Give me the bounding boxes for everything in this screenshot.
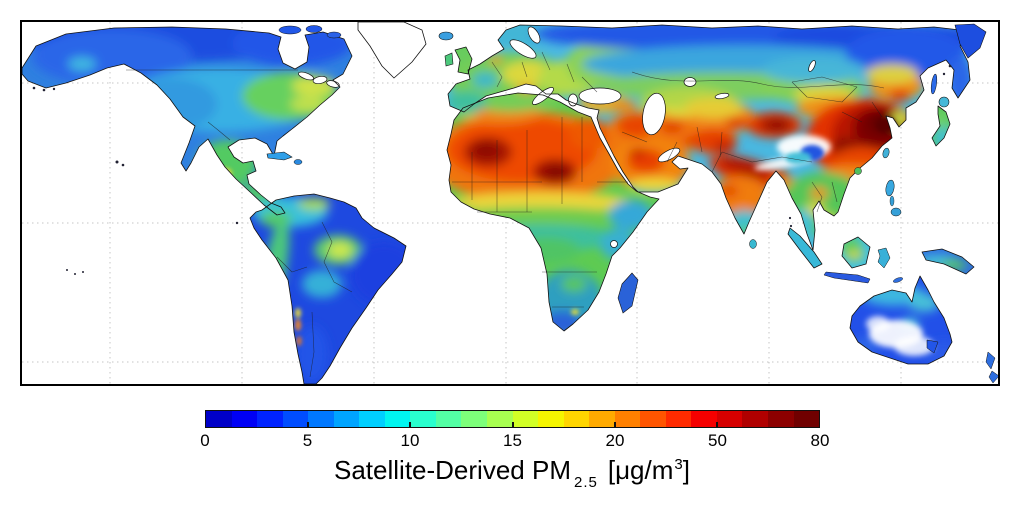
title-unit-close: ] <box>682 455 690 485</box>
colorbar-segment <box>359 411 385 427</box>
colorbar-segment <box>282 411 309 427</box>
arctic-island <box>326 31 342 39</box>
title-unit: μg/m <box>615 455 674 485</box>
colorbar-segment <box>768 411 794 427</box>
island-taiwan <box>882 147 890 159</box>
colorbar-segment <box>487 411 513 427</box>
colorbar-segment <box>614 411 641 427</box>
islands-layer <box>32 23 998 384</box>
colorbar-segment <box>538 411 564 427</box>
island-java <box>823 271 871 284</box>
colorbar-segment <box>716 411 743 427</box>
island-new-zealand-north <box>985 351 996 370</box>
island-sulawesi <box>877 247 891 269</box>
colorbar-segment <box>435 411 462 427</box>
colorbar-segment <box>410 411 436 427</box>
adriatic-sea <box>532 87 554 105</box>
colorbar-segment <box>231 411 258 427</box>
colorbar-segment <box>563 411 590 427</box>
island-madagascar <box>617 272 639 314</box>
great-lakes-mid <box>312 75 328 85</box>
persian-gulf <box>657 147 681 163</box>
black-sea <box>578 87 622 105</box>
lake-baikal <box>808 60 816 72</box>
colorbar-segment <box>589 411 615 427</box>
island-hispaniola <box>293 159 303 165</box>
island-tasmania <box>926 339 939 354</box>
island-hainan <box>854 167 862 175</box>
title-unit-open: [ <box>607 455 616 485</box>
island-mindanao <box>890 207 902 217</box>
colorbar-segment <box>512 411 539 427</box>
island-sakhalin <box>930 73 938 95</box>
colorbar-tick-label: 10 <box>400 431 420 450</box>
island-ireland <box>444 52 454 67</box>
island-luzon <box>885 179 895 197</box>
island-cuba <box>266 151 293 161</box>
island-visayas <box>889 195 895 207</box>
colorbar-tick-label: 0 <box>200 431 210 450</box>
island-sri-lanka <box>749 239 757 249</box>
title-unit-exponent: 3 <box>674 456 683 473</box>
colorbar-tick-label: 50 <box>708 431 727 450</box>
aral-sea <box>683 77 697 87</box>
colorbar-segment <box>461 411 488 427</box>
colorbar <box>205 410 820 428</box>
colorbar-tick-label: 20 <box>605 431 625 450</box>
map-panel <box>20 20 1000 386</box>
island-sumatra <box>788 228 822 268</box>
colorbar-segment <box>793 411 820 427</box>
world-map-svg <box>22 22 998 384</box>
colorbar-tick-label: 5 <box>302 431 313 450</box>
colorbar-segment <box>333 411 360 427</box>
water-bodies-layer <box>298 26 816 248</box>
great-lakes-west <box>298 71 314 81</box>
gulf-of-bothnia <box>527 26 541 44</box>
colorbar-segment <box>384 411 411 427</box>
colorbar-segment <box>257 411 283 427</box>
baltic-sea <box>509 39 537 59</box>
greenland-no-data <box>357 22 427 79</box>
country-borders-layer <box>126 51 885 378</box>
island-hokkaido <box>938 96 950 108</box>
aegean-sea <box>568 93 578 107</box>
colorbar-segment <box>206 411 232 427</box>
island-iceland <box>438 31 454 41</box>
colorbar-title: Satellite-Derived PM 2.5 [μg/m3] <box>0 455 1024 491</box>
island-timor <box>893 277 903 283</box>
coastline-layer <box>22 22 975 384</box>
lake-balkhash <box>714 92 730 100</box>
lake-victoria <box>610 240 618 248</box>
title-subscript: 2.5 <box>573 474 598 491</box>
colorbar-segment <box>742 411 769 427</box>
colorbar-segment <box>691 411 717 427</box>
island-new-zealand-south <box>988 370 998 384</box>
title-prefix: Satellite-Derived PM <box>334 455 571 485</box>
colorbar-tick-label: 80 <box>810 431 830 450</box>
colorbar-segment <box>640 411 666 427</box>
colorbar-segment <box>308 411 334 427</box>
arctic-island <box>278 25 302 35</box>
arctic-island <box>305 25 323 33</box>
colorbar-tick-labels: 0 5 10 15 20 50 80 <box>200 431 829 453</box>
colorbar-segment <box>665 411 692 427</box>
peninsula-kamchatka <box>954 23 987 59</box>
caspian-sea <box>642 92 666 136</box>
pm25-overlay-layer <box>22 25 974 382</box>
colorbar-tick-label: 15 <box>503 431 522 450</box>
